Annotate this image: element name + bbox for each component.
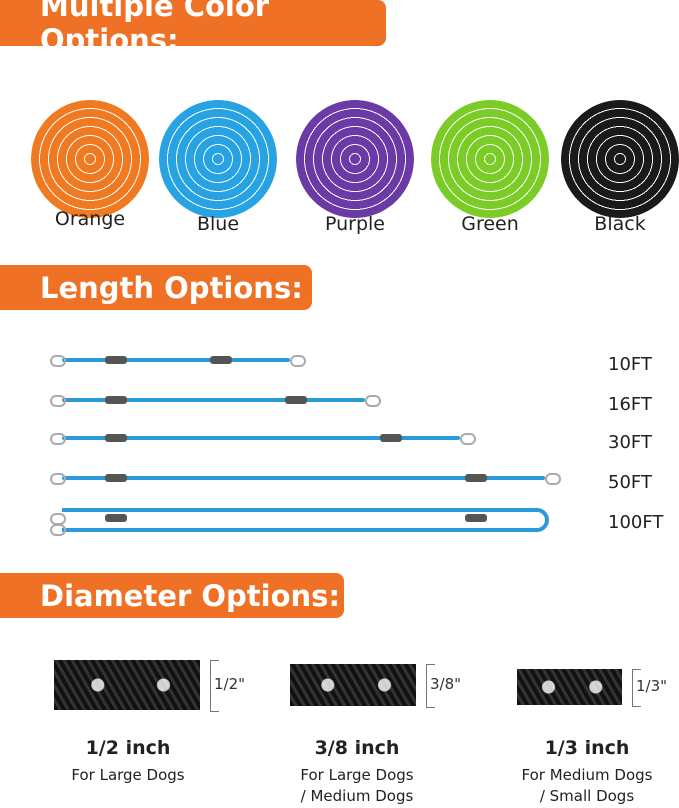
rope-cross-section [290, 664, 416, 706]
length-options-banner: Length Options: [0, 265, 312, 310]
description-line: / Medium Dogs [300, 787, 414, 805]
length-label: 30FT [608, 432, 652, 453]
rope [62, 508, 549, 532]
snap-clip-icon [365, 395, 381, 407]
rope-sleeve [105, 434, 127, 442]
color-label: Black [594, 213, 646, 235]
diameter-description: For Large Dogs [28, 765, 228, 786]
dimension-label: 1/2" [214, 675, 246, 693]
dimension-marker [426, 664, 435, 708]
snap-clip-icon [50, 524, 66, 536]
banner-title: Diameter Options: [40, 578, 341, 613]
length-label: 10FT [608, 354, 652, 375]
color-options-banner: Multiple Color Options: [0, 0, 386, 57]
rope-sleeve [105, 396, 127, 404]
leash-coil-purple [296, 100, 414, 218]
diameter-title: 1/2 inch [85, 737, 171, 759]
snap-clip-icon [50, 395, 66, 407]
description-line: For Large Dogs [71, 766, 185, 784]
dimension-label: 1/3" [636, 677, 668, 695]
rope-sleeve [465, 474, 487, 482]
color-label: Blue [196, 213, 240, 235]
rope-sleeve [105, 474, 127, 482]
rope-sleeve [465, 514, 487, 522]
snap-clip-icon [50, 473, 66, 485]
snap-clip-icon [50, 355, 66, 367]
rope-cross-section [517, 669, 622, 705]
leash-coil-green [431, 100, 549, 218]
rope-sleeve [105, 356, 127, 364]
banner-title: Length Options: [40, 270, 303, 305]
dimension-marker [632, 669, 641, 707]
length-label: 16FT [608, 394, 652, 415]
rope-cross-section [54, 660, 200, 710]
rope-sleeve [210, 356, 232, 364]
diameter-options-banner: Diameter Options: [0, 573, 344, 618]
snap-clip-icon [290, 355, 306, 367]
color-label: Orange [54, 208, 126, 230]
color-label: Purple [324, 213, 385, 235]
dimension-marker [210, 660, 219, 712]
rope [62, 398, 365, 402]
snap-clip-icon [50, 433, 66, 445]
leash-coil-black [561, 100, 679, 218]
diameter-title: 1/3 inch [544, 737, 630, 759]
snap-clip-icon [460, 433, 476, 445]
diameter-title: 3/8 inch [314, 737, 400, 759]
snap-clip-icon [545, 473, 561, 485]
rope [62, 476, 545, 480]
leash-coil-blue [159, 100, 277, 218]
banner-title: Multiple Color Options: [40, 0, 270, 57]
rope-sleeve [105, 514, 127, 522]
dimension-label: 3/8" [430, 675, 462, 693]
rope-sleeve [380, 434, 402, 442]
description-line: / Small Dogs [539, 787, 635, 805]
diameter-description: For Medium Dogs / Small Dogs [487, 765, 679, 807]
length-label: 50FT [608, 472, 652, 493]
rope [62, 436, 460, 440]
description-line: For Medium Dogs [521, 766, 653, 784]
color-label: Green [461, 213, 519, 235]
rope-sleeve [285, 396, 307, 404]
description-line: For Large Dogs [300, 766, 414, 784]
leash-coil-orange [31, 100, 149, 218]
length-label: 100FT [608, 512, 664, 533]
diameter-description: For Large Dogs / Medium Dogs [257, 765, 457, 807]
rope [62, 358, 290, 362]
